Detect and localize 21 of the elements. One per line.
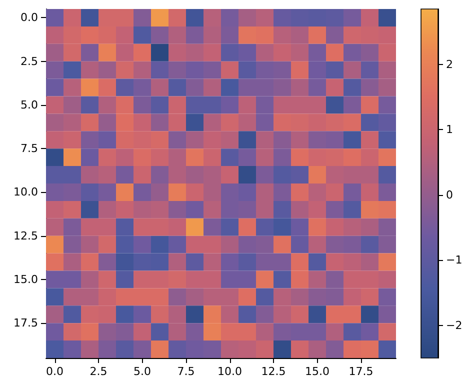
x-tick-label: 12.5 xyxy=(261,365,286,378)
y-tick-label: 10.0 xyxy=(14,186,38,199)
y-tick-label: 2.5 xyxy=(20,54,38,68)
y-tick-label: 12.5 xyxy=(14,229,38,242)
color-bar-label: 1 xyxy=(446,123,453,136)
y-tick-label: 7.5 xyxy=(20,142,38,156)
x-tick-label: 0.0 xyxy=(46,365,64,378)
color-bar-label: −2 xyxy=(446,318,462,332)
x-tick-label: 7.5 xyxy=(177,365,195,378)
x-tick-label: 2.5 xyxy=(90,365,108,378)
y-tick-label: 0.0 xyxy=(20,11,38,24)
color-bar-label: −1 xyxy=(446,254,462,267)
color-bar-label: 2 xyxy=(446,58,453,71)
x-tick-label: 5.0 xyxy=(134,365,151,378)
x-tick-label: 17.5 xyxy=(348,365,374,378)
color-bar-label: 0 xyxy=(446,188,453,202)
x-tick-label: 10.0 xyxy=(218,365,242,378)
y-tick-label: 17.5 xyxy=(14,316,38,330)
y-tick-label: 5.0 xyxy=(20,98,38,112)
x-tick-label: 15.0 xyxy=(305,365,330,378)
y-tick-label: 15.0 xyxy=(14,272,38,286)
